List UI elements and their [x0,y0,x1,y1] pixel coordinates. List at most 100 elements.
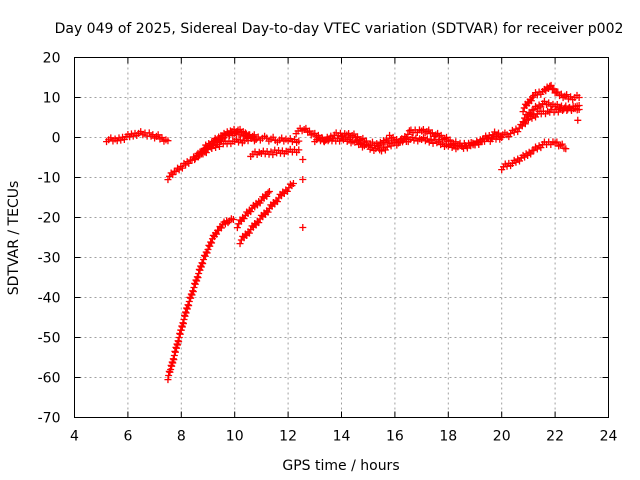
data-point [554,88,562,96]
data-point [405,127,413,135]
data-point [199,150,207,158]
data-point [198,259,206,267]
data-point [183,158,191,166]
y-tick-label: -10 [38,171,61,187]
data-point [437,131,445,139]
data-point [381,138,389,146]
data-point [563,91,571,99]
data-point [529,93,537,101]
x-tick-label: 10 [226,429,244,445]
series-segment-6 [164,215,237,384]
data-point [187,294,195,302]
data-point [154,131,162,139]
series-segment-7 [233,188,273,232]
data-point [195,270,203,277]
data-point [265,188,273,195]
data-point [193,273,201,281]
data-point [182,161,190,169]
data-point [295,137,303,145]
data-points [103,81,583,384]
data-point [245,229,253,237]
data-point [498,134,506,141]
x-tick-label: 14 [333,429,351,445]
data-point [240,215,248,223]
data-point [208,239,216,247]
data-point [350,130,358,138]
y-tick-label: 10 [43,91,61,107]
data-point [247,208,255,216]
data-point [164,376,172,384]
data-point [524,152,532,160]
x-tick-label: 16 [386,429,404,445]
x-tick-label: 12 [279,429,297,445]
data-point [206,242,214,250]
data-point [273,198,281,206]
x-tick-label: 6 [123,429,132,445]
x-tick-label: 18 [439,429,457,445]
data-point [264,208,272,216]
data-point [185,159,193,167]
y-tick-label: -40 [38,291,61,307]
data-point [553,138,561,146]
data-point [185,302,193,310]
data-point [519,118,527,126]
data-point [562,145,570,153]
data-point [236,240,244,248]
data-point [558,140,566,148]
data-point [434,129,442,137]
data-point [311,129,319,137]
data-point [283,187,291,195]
data-point [299,224,307,231]
series-segment-8 [236,180,297,248]
data-point [575,106,583,113]
data-point [286,180,294,188]
x-tick-label: 4 [70,429,79,445]
data-point [244,137,252,145]
data-point [164,176,172,184]
data-point [295,146,303,154]
data-point [189,287,197,295]
x-tick-label: 8 [177,429,186,445]
data-point [250,131,258,139]
y-tick-label: -60 [38,371,61,387]
data-point [188,291,196,299]
data-point [196,266,204,274]
data-point [353,137,361,145]
data-point [354,133,362,141]
data-point [527,150,535,158]
data-point [528,106,536,114]
data-point [378,140,386,148]
y-tick-label: -30 [38,251,61,267]
grid-lines [74,57,609,418]
x-tick-label: 24 [600,429,618,445]
data-point [375,142,383,149]
data-point [177,162,185,170]
data-point [336,137,344,145]
x-tick-label: 20 [493,429,511,445]
series-segment-3 [199,128,303,156]
series-segment-13 [498,138,570,174]
data-point [151,134,159,142]
data-point [507,130,515,137]
data-point [233,224,241,232]
y-axis-label: SDTVAR / TECUs [6,181,22,296]
series-segment-5 [247,145,303,160]
data-point [425,126,433,134]
series-segment-10 [311,132,506,155]
x-tick-labels: 4 6 8 10 12 14 16 18 20 22 24 [70,429,617,445]
data-point [184,301,192,309]
data-point [255,219,263,227]
data-point [183,305,191,313]
chart-title: Day 049 of 2025, Sidereal Day-to-day VTE… [55,21,624,37]
y-tick-label: -70 [38,411,61,427]
y-tick-labels: 20 10 0 -10 -20 -30 -40 -50 -60 -70 [38,51,61,427]
data-point [574,116,582,124]
data-point [289,180,297,187]
series-segment-1 [103,128,172,146]
data-point [527,97,535,105]
data-point [189,288,197,296]
data-point [404,130,412,138]
data-point [192,153,200,160]
series-outliers [299,116,582,231]
